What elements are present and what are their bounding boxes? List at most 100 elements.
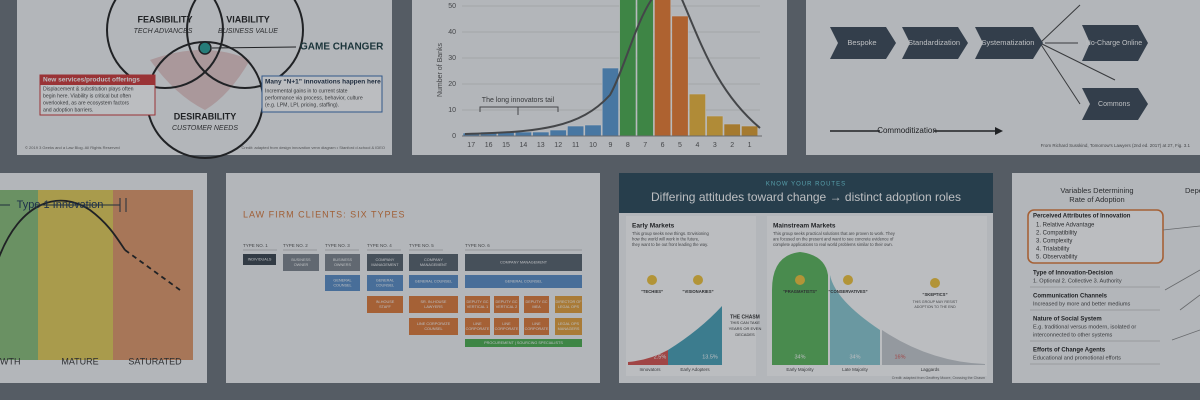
label: Standardization (908, 38, 960, 47)
label: No-Charge Online (1086, 40, 1143, 47)
label: Credit: adapted from design innovation v… (242, 145, 385, 150)
connector (1162, 225, 1200, 341)
client-box (465, 296, 490, 313)
client-box (409, 296, 458, 313)
label: 13.5% (702, 354, 718, 360)
phase-band (113, 190, 193, 360)
center-dot (198, 41, 212, 55)
label: Commoditization (877, 126, 937, 135)
label: STAFF (379, 305, 391, 309)
label: 5 (678, 142, 682, 149)
label: LEGAL OPS (558, 305, 580, 309)
label: Credit: adapted from Geoffrey Moore, Cro… (892, 376, 985, 380)
label: MANAGERS (558, 327, 580, 331)
arrowhead (995, 127, 1003, 135)
label: BUSINESS (333, 258, 353, 262)
label: BUSINESS VALUE (218, 28, 278, 35)
label: Early Majority (786, 367, 814, 372)
label: TYPE NO. 4 (367, 243, 392, 248)
overlap (150, 50, 250, 110)
label: OWNERS (334, 263, 352, 267)
late-majority (830, 275, 880, 365)
client-box (465, 275, 582, 288)
client-box (325, 254, 360, 271)
label: 16% (894, 354, 905, 360)
label: MATURE (61, 356, 98, 366)
chevron (975, 27, 1043, 59)
label: SATURATED (128, 356, 182, 366)
label: 11 (572, 142, 579, 149)
innovators (628, 350, 668, 365)
label: 20 (448, 81, 456, 88)
label: CORPORATE (525, 327, 549, 331)
label: LEGAL OPS (558, 322, 580, 326)
label: 10 (589, 142, 597, 149)
label: TYPE NO. 1 (243, 243, 268, 248)
label: DESIRABILITY (174, 111, 237, 121)
pointer (211, 46, 297, 49)
laggards (882, 330, 985, 365)
label: Perceived Attributes of Innovation (1033, 214, 1131, 220)
venn-circle (186, 0, 304, 89)
label: © 2019 3 Geeks and a Law Blog. All Right… (25, 145, 120, 150)
label: Incremental gains in to current state (265, 88, 348, 94)
label: GENERAL COUNSEL (505, 280, 542, 284)
label: Systematization (982, 38, 1035, 47)
label: WTH (0, 356, 21, 366)
persona-icon (843, 275, 853, 285)
client-box (465, 254, 582, 271)
label: TYPE NO. 3 (325, 243, 350, 248)
client-box (494, 296, 519, 313)
label: 1. Optional 2. Collective 3. Authority (1033, 278, 1122, 284)
label: 2. Compatibility (1036, 231, 1077, 237)
label: 2.5% (654, 354, 667, 360)
label: MANAGEMENT (420, 263, 448, 267)
label: COUNSEL (424, 327, 442, 331)
label: BUSINESS (291, 258, 311, 262)
client-box (555, 318, 582, 335)
label: DECADES (735, 332, 755, 337)
label: This group seeks new things. Envisioning (632, 231, 709, 236)
callout-head (40, 75, 155, 85)
early-majority (772, 252, 828, 365)
label: overlooked, as are ecosystem factors (43, 100, 129, 106)
label: Innovators (639, 367, 661, 372)
label: THIS GROUP MAY RESIST (913, 300, 959, 304)
label: LINE CORPORATE (417, 322, 451, 326)
label: 4 (695, 142, 699, 149)
label: E.g. traditional versus modern, isolated… (1033, 324, 1136, 330)
label-bg (880, 125, 934, 137)
label: 30 (448, 55, 456, 62)
label: This group seeks practical solutions tha… (773, 231, 896, 236)
branch-lines (1039, 4, 1116, 105)
client-box (409, 254, 458, 271)
label: MEA (532, 305, 541, 309)
label: VERTICAL 2 (496, 305, 518, 309)
client-box (367, 296, 403, 313)
label: how the world will work in the future, (632, 237, 699, 242)
label: Late Majority (842, 367, 869, 372)
label: 8 (626, 142, 630, 149)
label: Type of Innovation-Decision (1033, 271, 1113, 277)
label: 1. Relative Advantage (1036, 223, 1095, 229)
label: (e.g. LPM, LPI, pricing, staffing). (265, 102, 339, 108)
label: “PRAGMATISTS” (783, 289, 817, 294)
label: Displacement & substitution plays often (43, 86, 134, 92)
label: 50 (448, 3, 456, 10)
label: 12 (554, 142, 562, 149)
label: they want to be out front leading the wa… (632, 242, 708, 247)
early-adopters (668, 306, 722, 365)
phase-band (0, 190, 38, 360)
label: DIRECTOR OF (555, 300, 582, 304)
label: COMPANY MANAGEMENT (500, 261, 548, 265)
label: 2 (730, 142, 734, 149)
label: 0 (452, 133, 456, 140)
client-box (524, 296, 549, 313)
persona-icon (693, 275, 703, 285)
chevron (1082, 25, 1148, 61)
label: 5. Observability (1036, 255, 1077, 261)
label: From Richard Susskind, Tomorrow's Lawyer… (1041, 143, 1191, 148)
label: KNOW YOUR ROUTES (766, 182, 846, 188)
